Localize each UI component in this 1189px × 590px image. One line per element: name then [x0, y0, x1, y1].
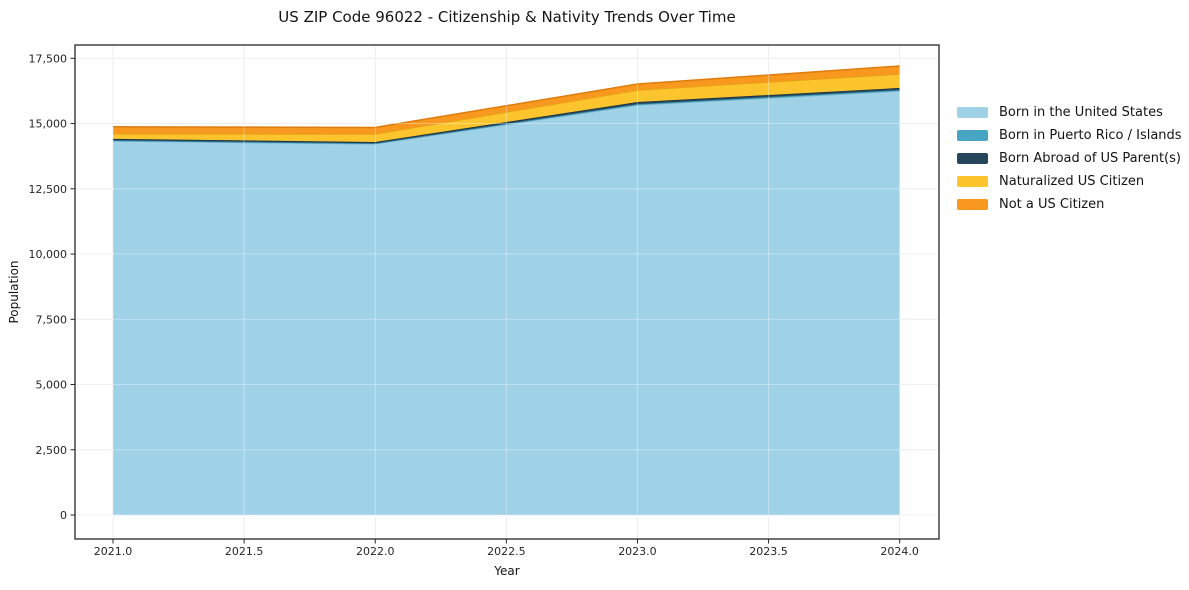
x-tick-label: 2024.0 — [880, 545, 919, 558]
y-tick-label: 17,500 — [29, 52, 68, 65]
legend-swatch-icon — [957, 199, 988, 210]
legend-label: Naturalized US Citizen — [999, 174, 1145, 189]
x-tick-label: 2021.0 — [94, 545, 133, 558]
y-tick-label: 5,000 — [36, 379, 68, 392]
x-tick-label: 2021.5 — [225, 545, 264, 558]
y-tick-label: 15,000 — [29, 118, 68, 131]
legend-item: Born Abroad of US Parent(s) — [957, 147, 1182, 170]
area-edge-not-a-us-citizen — [113, 65, 900, 129]
legend-item: Born in Puerto Rico / Islands — [957, 124, 1182, 147]
legend-swatch-icon — [957, 176, 988, 187]
legend-label: Born in Puerto Rico / Islands — [999, 128, 1182, 143]
x-tick-label: 2023.5 — [749, 545, 788, 558]
legend-item: Born in the United States — [957, 101, 1182, 124]
legend-item: Not a US Citizen — [957, 193, 1182, 216]
x-tick-label: 2022.0 — [356, 545, 395, 558]
area-not-a-us-citizen — [113, 66, 900, 134]
y-axis-label: Population — [7, 260, 21, 324]
y-tick-label: 10,000 — [29, 248, 68, 261]
axes-border — [74, 44, 940, 540]
legend-item: Naturalized US Citizen — [957, 170, 1182, 193]
y-tick-label: 12,500 — [29, 183, 68, 196]
legend: Born in the United States Born in Puerto … — [957, 101, 1182, 216]
y-tick-label: 0 — [60, 509, 67, 522]
legend-swatch-icon — [957, 153, 988, 164]
x-axis-label: Year — [494, 564, 520, 578]
area-born-in-the-united-states — [113, 90, 900, 515]
legend-label: Not a US Citizen — [999, 197, 1105, 212]
chart-title: US ZIP Code 96022 - Citizenship & Nativi… — [278, 8, 736, 26]
y-tick-label: 2,500 — [36, 444, 68, 457]
x-tick-label: 2023.0 — [618, 545, 657, 558]
legend-label: Born in the United States — [999, 105, 1163, 120]
legend-swatch-icon — [957, 107, 988, 118]
area-born-abroad-of-us-parent-s — [113, 87, 900, 144]
legend-label: Born Abroad of US Parent(s) — [999, 151, 1181, 166]
x-tick-label: 2022.5 — [487, 545, 526, 558]
area-naturalized-us-citizen — [113, 73, 900, 142]
y-tick-label: 7,500 — [36, 313, 68, 326]
legend-swatch-icon — [957, 130, 988, 141]
